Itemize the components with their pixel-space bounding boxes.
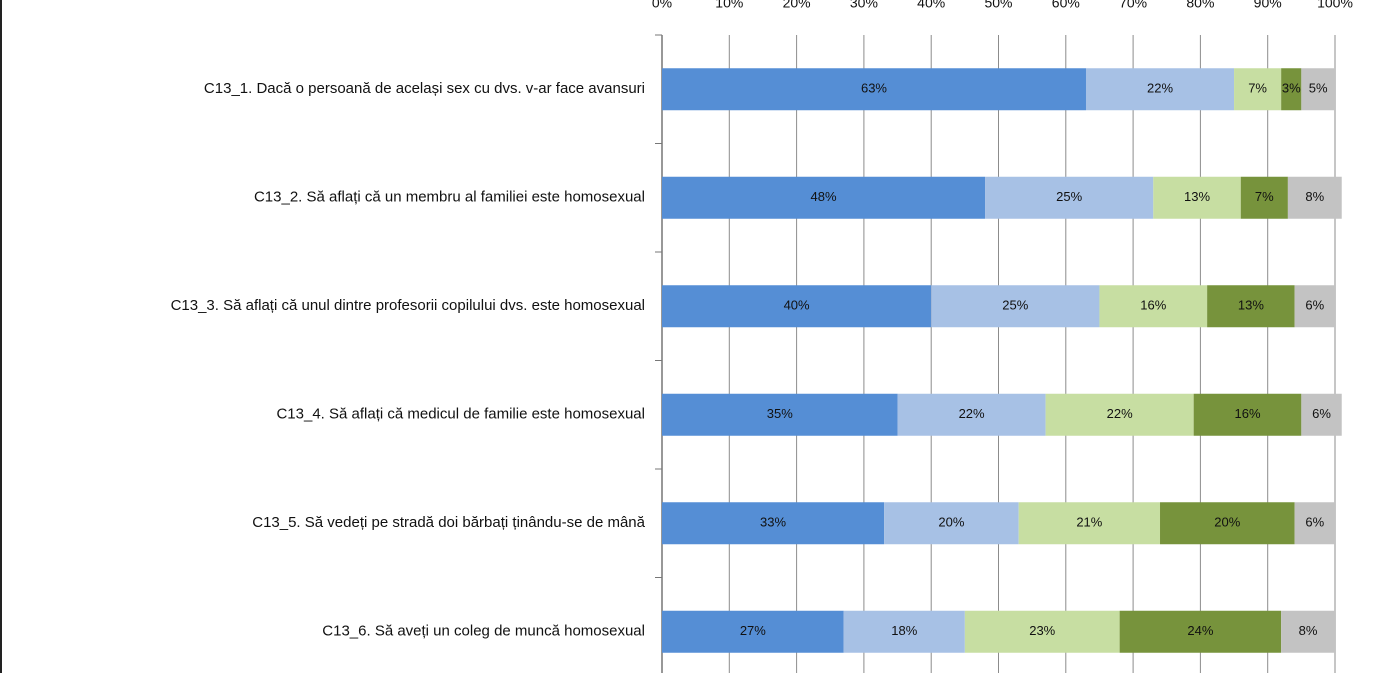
value-label: 40% (784, 298, 810, 313)
bar-segment (985, 176, 1154, 219)
value-label: 13% (1238, 298, 1264, 313)
bar-segment (1207, 285, 1295, 328)
x-tick-label: 40% (917, 0, 945, 11)
x-tick-label: 0% (652, 0, 672, 11)
x-tick-label: 70% (1119, 0, 1147, 11)
value-label: 16% (1234, 406, 1260, 421)
bar-segment (1287, 176, 1342, 219)
x-tick-label: 50% (984, 0, 1012, 11)
value-label: 6% (1312, 406, 1331, 421)
value-label: 16% (1140, 298, 1166, 313)
bar-segment (1294, 502, 1335, 545)
category-label: C13_3. Să aflați că unul dintre profesor… (171, 297, 645, 314)
value-label: 22% (1147, 81, 1173, 96)
category-label: C13_6. Să aveți un coleg de muncă homose… (322, 623, 645, 640)
value-label: 35% (767, 406, 793, 421)
bar-segment (1018, 502, 1161, 545)
value-label: 22% (959, 406, 985, 421)
bar-segment (1153, 176, 1241, 219)
bar-segment (1294, 285, 1335, 328)
bar-segment (1119, 610, 1282, 653)
value-label: 7% (1248, 81, 1267, 96)
x-tick-label: 30% (850, 0, 878, 11)
x-tick-label: 10% (715, 0, 743, 11)
value-label: 20% (1214, 515, 1240, 530)
x-tick-label: 80% (1186, 0, 1214, 11)
bar-segment (884, 502, 1019, 545)
bar-segment (1240, 176, 1288, 219)
bar-segment (1281, 68, 1302, 111)
bar-segment (662, 393, 898, 436)
bar-segment (662, 502, 885, 545)
bar-segment (931, 285, 1100, 328)
value-label: 33% (760, 515, 786, 530)
bar-segment (662, 610, 844, 653)
x-tick-label: 100% (1317, 0, 1353, 11)
bar-segment (1301, 68, 1335, 111)
value-label: 8% (1305, 189, 1324, 204)
category-label: C13_4. Să aflați că medicul de familie e… (276, 406, 645, 423)
value-label: 3% (1282, 81, 1301, 96)
bar-segment (1234, 68, 1282, 111)
x-tick-label: 20% (783, 0, 811, 11)
bar-segment (662, 68, 1086, 111)
bar-segment (1160, 502, 1295, 545)
bar-segment (897, 393, 1046, 436)
category-label: C13_5. Să vedeți pe stradă doi bărbați ț… (252, 514, 645, 531)
category-label: C13_2. Să aflați că un membru al familie… (254, 189, 645, 206)
value-label: 25% (1002, 298, 1028, 313)
value-label: 24% (1187, 623, 1213, 638)
value-label: 21% (1076, 515, 1102, 530)
bar-segment (1281, 610, 1335, 653)
bar-segment (662, 285, 932, 328)
value-label: 25% (1056, 189, 1082, 204)
bar-segment (662, 176, 986, 219)
category-label: C13_1. Dacă o persoană de același sex cu… (204, 80, 645, 97)
x-tick-label: 60% (1052, 0, 1080, 11)
value-label: 6% (1305, 515, 1324, 530)
value-label: 6% (1305, 298, 1324, 313)
value-label: 48% (811, 189, 837, 204)
value-label: 63% (861, 81, 887, 96)
value-label: 8% (1299, 623, 1318, 638)
bar-segment (1301, 393, 1342, 436)
bar-segment (1045, 393, 1194, 436)
value-label: 22% (1107, 406, 1133, 421)
value-label: 27% (740, 623, 766, 638)
bar-segment (964, 610, 1120, 653)
value-label: 5% (1309, 81, 1328, 96)
bar-segment (843, 610, 965, 653)
x-tick-label: 90% (1254, 0, 1282, 11)
bar-segment (1193, 393, 1302, 436)
bar-segment (1099, 285, 1208, 328)
value-label: 20% (938, 515, 964, 530)
value-label: 13% (1184, 189, 1210, 204)
value-label: 23% (1029, 623, 1055, 638)
value-label: 7% (1255, 189, 1274, 204)
value-label: 18% (891, 623, 917, 638)
bar-segment (1085, 68, 1235, 111)
